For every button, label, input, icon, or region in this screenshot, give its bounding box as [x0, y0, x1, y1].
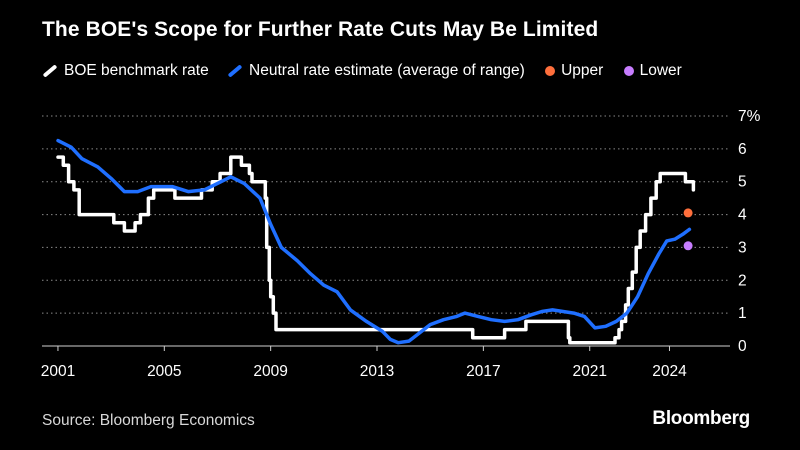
legend-swatch-upper [545, 65, 556, 76]
bloomberg-logo: Bloomberg [652, 408, 750, 429]
point-upper-0 [683, 208, 693, 218]
y-tick-label-6: 6 [738, 141, 747, 158]
x-tick-label-2013: 2013 [360, 363, 394, 380]
x-tick-label-2001: 2001 [41, 363, 75, 380]
source-note: Source: Bloomberg Economics [42, 412, 255, 429]
y-tick-label-2: 2 [738, 272, 747, 289]
x-tick-label-2009: 2009 [253, 363, 287, 380]
legend-label-upper: Upper [561, 62, 604, 79]
legend-item-upper: Upper [543, 60, 603, 82]
x-tick-label-2021: 2021 [572, 363, 606, 380]
legend-item-boe-rate: BOE benchmark rate [42, 60, 209, 82]
legend-item-lower: Lower [622, 60, 682, 82]
series-line-neutral-rate-estimate-average-of-range [56, 138, 692, 345]
y-tick-label-4: 4 [738, 207, 747, 224]
legend-label-lower: Lower [639, 62, 682, 79]
x-tick-label-2017: 2017 [466, 363, 500, 380]
point-lower-0 [683, 241, 693, 251]
y-tick-label-7: 7% [738, 108, 761, 125]
legend-swatch-lower [623, 65, 634, 76]
series-line-boe-benchmark-rate [56, 155, 696, 345]
legend-label-boe-rate: BOE benchmark rate [64, 62, 209, 79]
legend-label-neutral-rate: Neutral rate estimate (average of range) [249, 62, 525, 79]
y-tick-label-0: 0 [738, 338, 747, 355]
legend-item-neutral-rate: Neutral rate estimate (average of range) [227, 60, 525, 82]
y-tick-label-1: 1 [738, 305, 747, 322]
legend: BOE benchmark rate Neutral rate estimate… [42, 60, 762, 82]
x-tick-label-2005: 2005 [147, 363, 181, 380]
y-tick-label-3: 3 [738, 239, 747, 256]
x-tick-label-2024: 2024 [652, 363, 687, 380]
chart-title: The BOE's Scope for Further Rate Cuts Ma… [42, 18, 599, 41]
y-tick-label-5: 5 [738, 174, 747, 191]
